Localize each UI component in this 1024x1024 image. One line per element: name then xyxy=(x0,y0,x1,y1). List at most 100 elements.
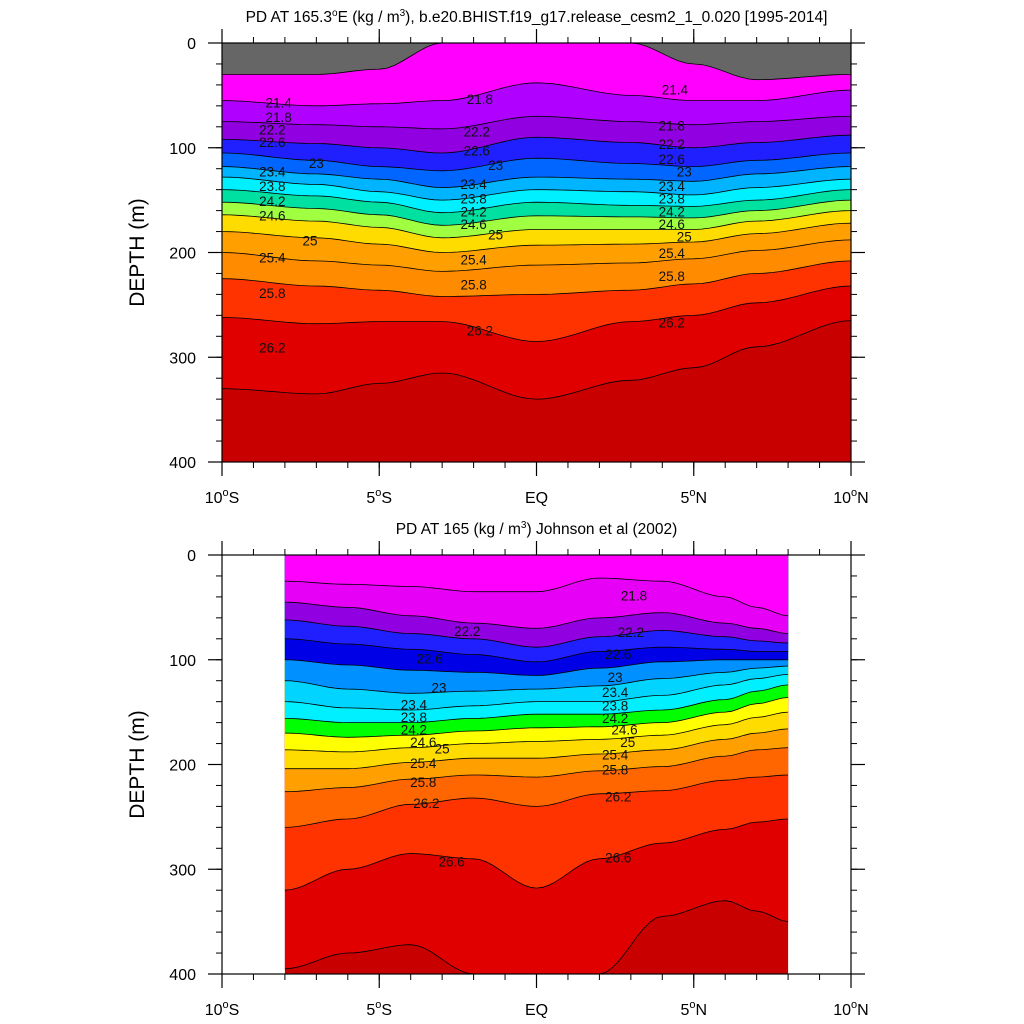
contour-label: 24.6 xyxy=(410,735,436,750)
contour-label: 26.2 xyxy=(413,796,439,811)
contour-label: 25.8 xyxy=(410,775,436,790)
y-tick-label: 200 xyxy=(169,758,196,775)
contour-label: 22.6 xyxy=(416,651,442,666)
contour-line xyxy=(284,774,789,828)
contour-band xyxy=(222,43,851,80)
contour-label: 21.8 xyxy=(467,92,493,107)
panel-top: 21.421.822.222.62323.423.824.224.62525.4… xyxy=(126,8,869,507)
contour-label: 24.6 xyxy=(259,208,285,223)
contour-line xyxy=(222,43,851,81)
contour-label: 23 xyxy=(608,670,623,685)
contour-line xyxy=(222,166,851,189)
x-tick-label: EQ xyxy=(525,490,548,507)
contour-label: 25.4 xyxy=(410,756,437,771)
x-tick-label: EQ xyxy=(525,1002,548,1019)
x-tick-label: 5oS xyxy=(366,999,392,1019)
contour-label: 24.2 xyxy=(401,723,427,738)
contour-label: 21.8 xyxy=(265,110,291,125)
y-axis-label: DEPTH (m) xyxy=(126,710,149,819)
contour-label: 24.2 xyxy=(659,204,685,219)
contour-line xyxy=(284,577,789,617)
contour-label: 25.8 xyxy=(259,286,285,301)
contour-label: 26.6 xyxy=(438,855,464,870)
contour-line xyxy=(284,665,789,694)
contour-label: 23 xyxy=(431,681,446,696)
contour-line xyxy=(284,684,789,723)
chart-title: PD AT 165 (kg / m3) Johnson et al (2002) xyxy=(396,520,678,538)
contour-label: 23 xyxy=(309,156,324,171)
x-tick-label: 10oN xyxy=(833,487,868,507)
contour-line xyxy=(222,82,851,107)
contour-line xyxy=(284,728,789,770)
panel-bottom: 21.822.2 22.222.6 22.6232323.423.423.823.8… xyxy=(126,520,869,1019)
contour-label: 24.6 xyxy=(659,217,685,232)
contour-label: 22.6 xyxy=(259,135,285,150)
contour-label: 23.4 xyxy=(401,697,428,712)
contour-line xyxy=(222,189,851,214)
chart-title: PD AT 165.3oE (kg / m3), b.e20.BHIST.f19… xyxy=(246,8,828,26)
contour-label: 25 xyxy=(435,741,450,756)
contour-label: 23.4 xyxy=(259,164,286,179)
contour-label: 25 xyxy=(488,227,503,242)
contour-label: 25.8 xyxy=(659,269,685,284)
contour-line xyxy=(284,638,789,663)
contour-line xyxy=(284,619,789,648)
contour-label: 21.8 xyxy=(621,588,647,603)
contour-label: 24.2 xyxy=(602,711,628,726)
contour-label: 25.4 xyxy=(659,246,686,261)
contour-line xyxy=(284,747,789,793)
contour-label: 22.2 xyxy=(464,125,490,140)
contour-label: 25.4 xyxy=(460,252,487,267)
contour-label: 22.2 xyxy=(454,624,480,639)
contour-line xyxy=(284,601,789,634)
contour-label: 23.4 xyxy=(602,685,629,700)
x-tick-label: 5oN xyxy=(680,487,707,507)
contour-line xyxy=(222,285,851,342)
contour-line xyxy=(284,674,789,711)
contour-label: 21.8 xyxy=(659,118,685,133)
y-tick-label: 300 xyxy=(169,862,196,879)
contour-label: 22.6 xyxy=(464,144,490,159)
contour-line xyxy=(222,320,851,400)
y-tick-label: 400 xyxy=(169,455,196,472)
contour-label: 22.2 xyxy=(259,123,285,138)
contour-line xyxy=(222,134,851,154)
contour-label: 23.4 xyxy=(460,177,487,192)
contour-line xyxy=(222,152,851,172)
y-tick-label: 300 xyxy=(169,350,196,367)
contour-label: 21.4 xyxy=(265,95,292,110)
contour-label: 23.8 xyxy=(659,192,685,207)
contour-line xyxy=(284,697,789,738)
contour-field: 21.822.2 22.222.6 22.6232323.423.423.823.8… xyxy=(284,555,789,974)
contour-label: 25.8 xyxy=(602,762,628,777)
contour-label: 23.8 xyxy=(602,698,628,713)
contour-label: 23.8 xyxy=(259,179,285,194)
contour-label: 22.2 xyxy=(659,137,685,152)
contour-label: 22.2 xyxy=(618,625,644,640)
contour-label: 23.8 xyxy=(401,710,427,725)
contour-label: 25.4 xyxy=(259,250,286,265)
contour-label: 25 xyxy=(303,234,318,249)
contour-line xyxy=(284,900,789,974)
contour-label: 25 xyxy=(620,735,635,750)
contour-label: 24.2 xyxy=(259,194,285,209)
contour-label: 23 xyxy=(488,158,503,173)
contour-line xyxy=(284,818,789,891)
contour-label: 26.6 xyxy=(605,850,631,865)
contour-line xyxy=(222,239,851,272)
y-tick-label: 100 xyxy=(169,141,196,158)
contour-label: 22.6 xyxy=(605,647,631,662)
y-tick-label: 400 xyxy=(169,967,196,984)
contour-label: 26.2 xyxy=(467,324,493,339)
contour-label: 25.4 xyxy=(602,748,629,763)
contour-line xyxy=(222,222,851,253)
contour-line xyxy=(222,115,851,130)
y-tick-label: 0 xyxy=(187,548,196,565)
contour-line xyxy=(284,659,789,676)
contour-label: 22.6 xyxy=(659,152,685,167)
contour-line xyxy=(222,176,851,201)
contour-band xyxy=(284,555,789,616)
contour-field: 21.421.822.222.62323.423.824.224.62525.4… xyxy=(222,43,851,462)
contour-label: 25.8 xyxy=(460,278,486,293)
y-tick-label: 200 xyxy=(169,246,196,263)
